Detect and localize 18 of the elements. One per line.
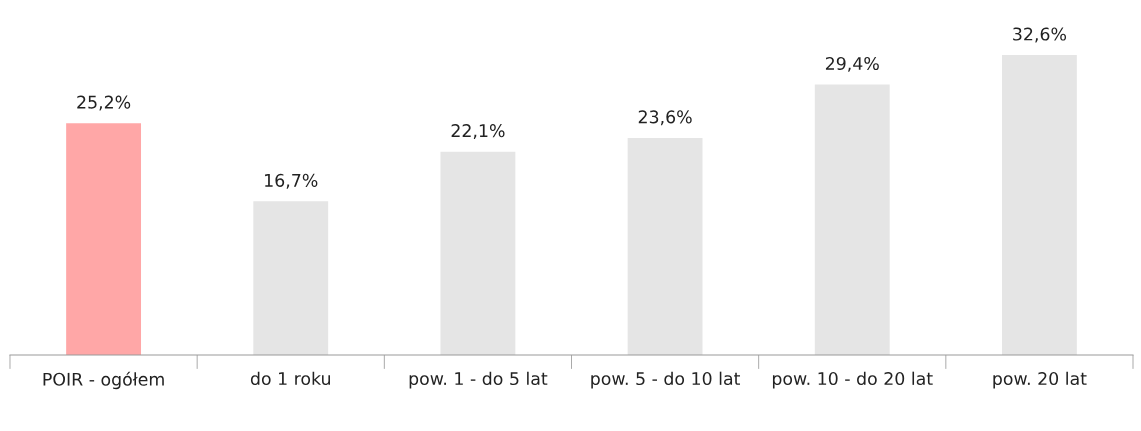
x-tick-label: POIR - ogółem (43, 371, 164, 390)
data-label: 22,1% (451, 124, 505, 139)
data-label: 32,6% (1013, 27, 1067, 43)
x-tick-label: pow. 10 - do 20 lat (772, 371, 933, 389)
bar (1001, 55, 1077, 355)
x-tick-label: pow. 5 - do 10 lat (591, 371, 741, 389)
x-tick-label: pow. 1 - do 5 lat (409, 371, 548, 389)
bar (253, 201, 329, 355)
x-tick-label: pow. 20 lat (993, 371, 1087, 389)
bar (66, 123, 142, 355)
data-label: 16,7% (265, 173, 318, 189)
data-label: 25,2% (77, 95, 131, 111)
bar (814, 84, 890, 355)
bar (440, 151, 516, 355)
x-tick-label: do 1 roku (250, 371, 330, 386)
bar (627, 137, 703, 355)
data-label: 29,4% (825, 56, 879, 72)
data-label: 23,6% (638, 110, 692, 126)
